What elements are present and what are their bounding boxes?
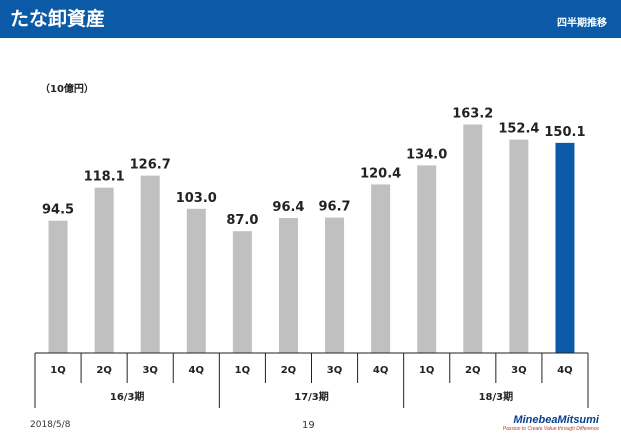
bar [186, 208, 206, 353]
category-label: 2Q [281, 365, 296, 376]
category-label: 4Q [557, 365, 572, 376]
category-label: 1Q [50, 365, 65, 376]
bar [278, 218, 298, 353]
bar-value-label: 103.0 [176, 191, 217, 206]
page-title: たな卸資産 [10, 8, 106, 30]
bar-value-label: 120.4 [360, 166, 401, 181]
category-label: 2Q [96, 365, 111, 376]
brand-name: MinebeaMitsumi [513, 414, 599, 426]
bar-value-label: 163.2 [452, 107, 493, 122]
category-label: 3Q [327, 365, 342, 376]
category-label: 1Q [419, 365, 434, 376]
bar [417, 165, 437, 353]
bar-value-label: 96.7 [319, 200, 351, 215]
bar [509, 139, 529, 353]
category-label: 3Q [142, 365, 157, 376]
bar [48, 220, 68, 353]
page-number: 19 [302, 420, 315, 431]
bar-value-label: 118.1 [84, 170, 125, 185]
category-label: 4Q [373, 365, 388, 376]
header-bar: たな卸資産 四半期推移 [0, 0, 621, 38]
category-label: 3Q [511, 365, 526, 376]
brand-tagline: Passion to Create Value through Differen… [502, 426, 599, 432]
category-label: 1Q [235, 365, 250, 376]
bar [140, 175, 160, 353]
bar-value-label: 150.1 [544, 125, 585, 140]
bar [463, 124, 483, 354]
group-label: 16/3期 [110, 390, 145, 403]
brand-logo: MinebeaMitsumi Passion to Create Value t… [503, 414, 599, 432]
bar [371, 184, 391, 353]
footer-date: 2018/5/8 [30, 420, 71, 430]
bar [232, 231, 252, 353]
bar-value-label: 134.0 [406, 147, 447, 162]
bar [94, 187, 114, 353]
page-subtitle: 四半期推移 [557, 18, 607, 29]
bar-value-label: 96.4 [272, 200, 304, 215]
category-label: 4Q [189, 365, 204, 376]
bar-value-label: 94.5 [42, 203, 74, 218]
group-label: 18/3期 [479, 390, 514, 403]
bar-value-label: 126.7 [130, 158, 171, 173]
inventory-bar-chart: 94.5 118.1 126.7 103.0 87.0 96.4 96.7 120.4 134.… [34, 107, 589, 408]
bar [325, 217, 345, 353]
bar [555, 142, 575, 353]
group-label: 17/3期 [294, 390, 329, 403]
unit-label: （10億円） [40, 84, 94, 95]
category-label: 2Q [465, 365, 480, 376]
bar-value-label: 87.0 [226, 213, 258, 228]
bar-value-label: 152.4 [498, 122, 539, 137]
